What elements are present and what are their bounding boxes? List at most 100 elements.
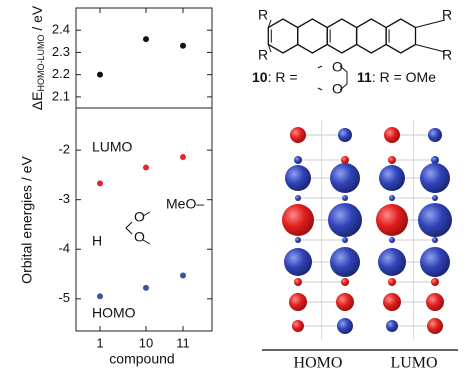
- legend-text: : R = OMe: [372, 69, 436, 85]
- point: [97, 71, 103, 78]
- orbital-lobe: [295, 237, 301, 243]
- ring: [297, 18, 328, 54]
- y-tick-label: 2.2: [52, 66, 70, 81]
- substituent-bond: [415, 19, 446, 28]
- substituent-label: R: [442, 7, 452, 23]
- orbital-lobe: [379, 165, 405, 191]
- y-tick-label: -2: [58, 142, 70, 157]
- y-label-sub: HOMO-LUMO: [36, 35, 46, 92]
- compound-number: 10: [252, 69, 268, 85]
- orbital-lobe: [328, 203, 362, 237]
- orbital-lobe: [383, 293, 401, 311]
- y-tick-label: -5: [58, 290, 70, 305]
- point: [97, 180, 103, 187]
- orbital-lobe: [418, 203, 452, 237]
- orbital-lobe: [294, 156, 302, 164]
- orbital-lobe: [341, 278, 349, 286]
- orbital-lobe: [336, 293, 354, 311]
- plot-frame: [75, 7, 213, 332]
- y-label-unit: / eV: [29, 5, 45, 34]
- atom-label: O: [332, 81, 343, 97]
- orbital-lobe: [285, 165, 311, 191]
- atom-label: O: [134, 209, 145, 225]
- orbital-lobe: [338, 128, 352, 142]
- point: [180, 42, 186, 49]
- legend-text: : R =: [268, 69, 298, 85]
- annotation: H: [92, 233, 102, 249]
- orbital-lobe: [428, 128, 442, 142]
- orbital-lobe: [294, 278, 302, 286]
- orbital-lobe: [330, 247, 360, 277]
- series-label: LUMO: [92, 139, 133, 155]
- point: [143, 284, 149, 291]
- orbital-lobe: [432, 237, 438, 243]
- orbital-lobe: [386, 320, 398, 332]
- y-tick-label: 2.1: [52, 88, 70, 103]
- orbital-lobe: [341, 156, 349, 164]
- atom-label: O: [134, 229, 145, 245]
- substituent-label: R: [258, 7, 268, 23]
- orbital-lobe: [420, 247, 450, 277]
- orbital-lobe: [389, 237, 395, 243]
- orbital-lobe: [431, 278, 439, 286]
- y-tick-label: -3: [58, 191, 70, 206]
- orbital-lobe: [420, 163, 450, 193]
- orbital-lobe: [330, 163, 360, 193]
- x-tick-label: 1: [96, 335, 103, 350]
- ring: [267, 18, 299, 54]
- orbital-label: LUMO: [390, 355, 437, 372]
- x-axis-label: compound: [109, 351, 174, 367]
- series-label: HOMO: [92, 305, 136, 321]
- substituent-bond: [415, 44, 446, 53]
- y-tick-label: 2.3: [52, 44, 70, 59]
- annotation: MeO–: [166, 196, 204, 212]
- substituent-label: R: [258, 47, 268, 63]
- substituent-label: R: [442, 47, 452, 63]
- orbital-lobe: [376, 204, 408, 236]
- orbital-lobe: [295, 195, 301, 201]
- structure-legend: 11: R = OMe: [357, 69, 436, 85]
- orbital-lobe: [337, 318, 353, 334]
- bond: [317, 65, 348, 91]
- point: [143, 164, 149, 171]
- orbital-lobe: [388, 278, 396, 286]
- orbital-label: HOMO: [294, 355, 343, 372]
- y-tick-label: 2.4: [52, 22, 70, 37]
- bond: [125, 211, 151, 245]
- right-panel: R R R R 10: R = OO 11: R = OMe HOMO LUMO: [252, 7, 458, 372]
- orbital-lobe: [342, 237, 348, 243]
- orbital-lobe: [388, 156, 396, 164]
- orbital-lobe: [427, 318, 443, 334]
- orbital-lobe: [389, 195, 395, 201]
- structure-legend: 10: R =: [252, 69, 298, 85]
- point: [143, 36, 149, 43]
- y-tick-label: -4: [58, 241, 70, 256]
- point: [180, 272, 186, 279]
- point: [97, 293, 103, 300]
- orbital-lobe: [289, 293, 307, 311]
- substituent-bond: [267, 19, 272, 28]
- orbital-lobe: [431, 156, 439, 164]
- compound-number: 11: [357, 69, 372, 85]
- ring: [355, 18, 387, 54]
- y-label-main: ΔE: [29, 92, 45, 111]
- y-axis-label: ΔEHOMO-LUMO / eV: [29, 5, 47, 110]
- point: [180, 154, 186, 161]
- orbital-lobe: [342, 195, 348, 201]
- orbital-lobe: [426, 293, 444, 311]
- orbital-lobe: [292, 320, 304, 332]
- substituent-bond: [267, 44, 272, 53]
- x-tick-label: 10: [139, 335, 153, 350]
- orbital-lobe: [378, 248, 406, 276]
- orbital-lobe: [290, 127, 306, 143]
- orbital-lobe: [432, 195, 438, 201]
- ring: [385, 18, 417, 54]
- ring: [326, 18, 358, 54]
- y-axis-label: Orbital energies / eV: [19, 156, 35, 284]
- x-tick-label: 11: [176, 335, 190, 350]
- orbital-lobe: [282, 204, 314, 236]
- orbital-lobe: [384, 127, 400, 143]
- orbital-lobe: [284, 248, 312, 276]
- atom-label: O: [332, 59, 343, 75]
